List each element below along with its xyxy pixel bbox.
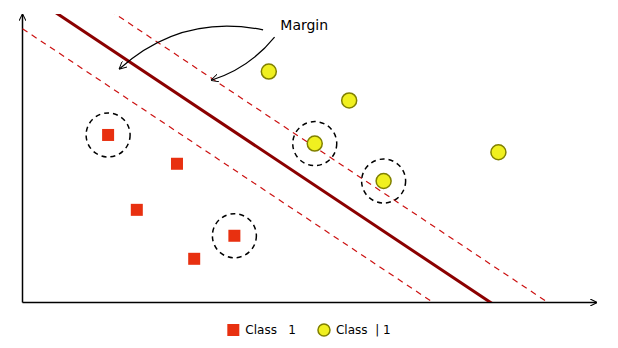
annotation: Margin xyxy=(280,17,328,33)
chart: Margin Class 1 Class | 1 xyxy=(0,0,618,348)
point xyxy=(131,204,143,216)
legend: Class 1 Class | 1 xyxy=(227,323,390,337)
support-ring xyxy=(86,113,130,157)
point xyxy=(188,253,200,265)
point xyxy=(307,136,322,151)
annotation-arrow xyxy=(211,37,274,80)
x-axis xyxy=(23,302,597,303)
hyperplane xyxy=(22,14,596,302)
x-axis-line xyxy=(23,302,597,304)
plot-area: Margin xyxy=(0,0,618,348)
annotations: Margin xyxy=(120,17,329,80)
series xyxy=(86,113,256,265)
series xyxy=(261,64,506,203)
support-ring xyxy=(212,214,256,258)
point xyxy=(102,129,114,141)
legend-label: Class 1 xyxy=(245,323,296,337)
legend-swatch xyxy=(318,324,330,336)
y-axis xyxy=(22,15,23,303)
annotation-arrow xyxy=(120,26,264,69)
marks xyxy=(22,14,596,302)
point xyxy=(342,93,357,108)
legend-item: Class | 1 xyxy=(318,323,391,337)
legend-swatch xyxy=(227,324,239,336)
point xyxy=(491,145,506,160)
support-ring xyxy=(362,159,406,203)
legend-label: Class | 1 xyxy=(336,323,391,337)
point xyxy=(171,158,183,170)
margin-line xyxy=(22,14,596,302)
legend-item: Class 1 xyxy=(227,323,296,337)
point xyxy=(228,230,240,242)
y-axis-line xyxy=(22,15,24,303)
margin-line xyxy=(22,14,596,302)
point xyxy=(376,174,391,189)
point xyxy=(261,64,276,79)
support-ring xyxy=(293,122,337,166)
